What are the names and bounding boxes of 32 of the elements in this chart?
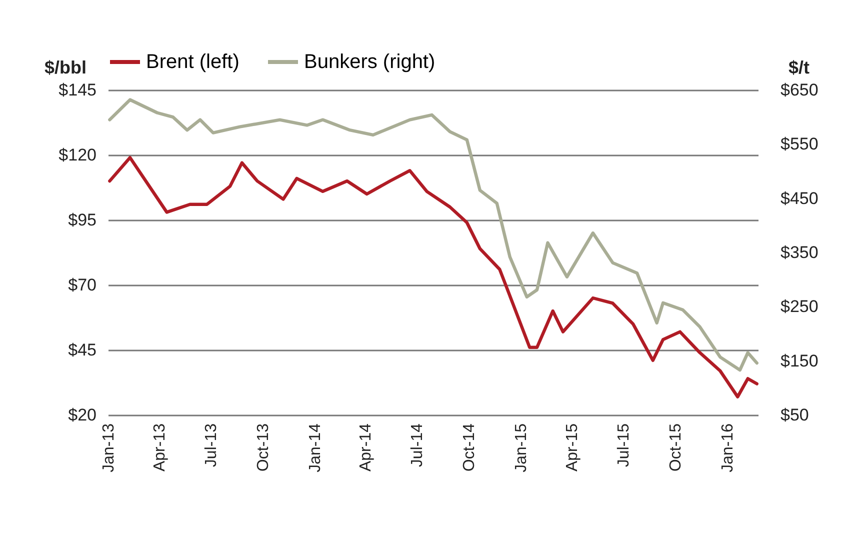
- x-tick-label: Apr-13: [151, 423, 168, 472]
- x-tick-label: Jan-13: [100, 423, 118, 472]
- y2-tick-label: $350: [780, 243, 818, 262]
- y-tick-label: $120: [58, 146, 96, 164]
- x-tick-label: Apr-14: [358, 423, 375, 472]
- x-tick-label: Oct-15: [667, 423, 684, 472]
- y-tick-label: $20: [68, 406, 96, 424]
- y-axis-title: $/bbl: [44, 58, 86, 78]
- line-series: [108, 156, 758, 398]
- y2-tick-label: $550: [780, 134, 818, 154]
- x-tick-label: Oct-14: [461, 423, 478, 472]
- x-tick-label: Jul-15: [615, 423, 632, 468]
- legend-label: Brent (left): [146, 51, 240, 73]
- x-tick-label: Jan-16: [719, 423, 736, 472]
- y-tick-label: $145: [58, 80, 96, 100]
- y-tick-label: $70: [68, 276, 96, 294]
- line-series: [108, 98, 758, 372]
- x-tick-label: Jan-15: [513, 423, 530, 472]
- y2-tick-label: $650: [780, 80, 818, 100]
- y2-axis-title: $/t: [788, 58, 810, 78]
- x-tick-label: Oct-13: [254, 423, 272, 472]
- y2-tick-label: $150: [780, 351, 818, 370]
- x-tick-label: Jul-14: [409, 423, 426, 468]
- y2-tick-label: $450: [780, 188, 818, 208]
- y2-tick-label: $50: [780, 406, 809, 424]
- x-tick-label: Jan-14: [306, 423, 324, 472]
- x-tick-label: Jul-13: [202, 423, 220, 468]
- x-tick-label: Apr-15: [564, 423, 581, 472]
- y-tick-label: $45: [68, 340, 96, 360]
- y-tick-label: $95: [68, 210, 96, 230]
- legend-label: Bunkers (right): [304, 51, 436, 73]
- y2-tick-label: $250: [780, 297, 818, 316]
